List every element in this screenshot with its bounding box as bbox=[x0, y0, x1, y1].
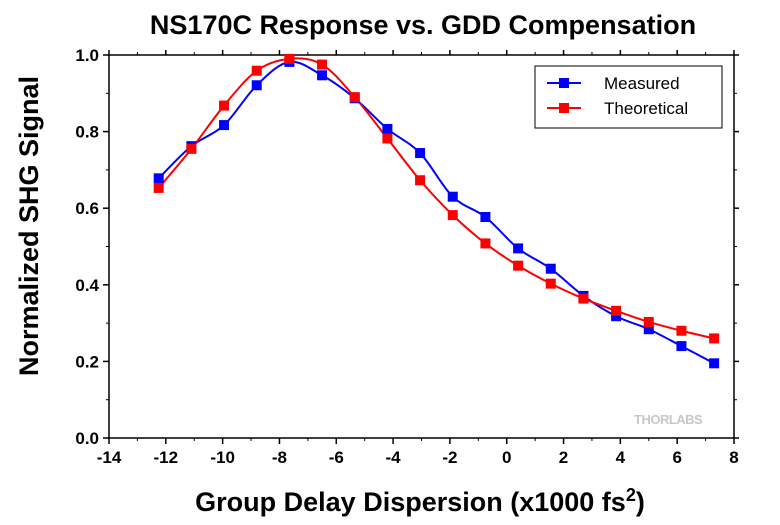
data-point-theoretical bbox=[219, 100, 230, 111]
x-tick-label: -6 bbox=[329, 448, 344, 467]
data-point-theoretical bbox=[447, 210, 458, 221]
series-layer bbox=[153, 53, 720, 369]
x-axis: -14 -12 -10 -8 -6 -4 -2 0 2 4 6 8 bbox=[97, 50, 739, 467]
data-point-measured bbox=[676, 341, 687, 352]
x-tick-label: -10 bbox=[210, 448, 235, 467]
data-point-theoretical bbox=[186, 143, 197, 154]
data-point-theoretical bbox=[709, 333, 720, 344]
data-point-measured bbox=[153, 173, 164, 184]
legend: Measured Theoretical bbox=[534, 65, 723, 129]
data-point-theoretical bbox=[545, 278, 556, 289]
x-tick-label: 0 bbox=[502, 448, 511, 467]
data-point-theoretical bbox=[480, 238, 491, 249]
data-point-measured bbox=[382, 123, 393, 134]
data-point-measured bbox=[415, 148, 426, 159]
chart-title: NS170C Response vs. GDD Compensation bbox=[150, 10, 696, 40]
thorlabs-logo: THORLABS bbox=[634, 412, 703, 427]
data-point-measured bbox=[513, 243, 524, 254]
x-axis-label: Group Delay Dispersion (x1000 fs2) bbox=[195, 485, 645, 517]
x-tick-label: -4 bbox=[386, 448, 402, 467]
data-point-theoretical bbox=[317, 59, 328, 70]
data-point-measured bbox=[219, 120, 230, 131]
data-point-measured bbox=[545, 263, 556, 274]
x-tick-label: -2 bbox=[442, 448, 457, 467]
y-axis-label: Normalized SHG Signal bbox=[14, 76, 44, 376]
data-point-theoretical bbox=[578, 293, 589, 304]
data-point-theoretical bbox=[382, 133, 393, 144]
data-point-theoretical bbox=[513, 260, 524, 271]
legend-marker-measured bbox=[559, 78, 569, 88]
legend-label-theoretical: Theoretical bbox=[604, 99, 688, 118]
data-point-measured bbox=[317, 70, 328, 81]
y-tick-label: 0.8 bbox=[75, 123, 99, 142]
x-tick-label: 4 bbox=[616, 448, 626, 467]
data-point-measured bbox=[709, 358, 720, 369]
data-point-measured bbox=[611, 311, 622, 322]
data-point-measured bbox=[643, 324, 654, 335]
legend-box bbox=[534, 65, 723, 129]
y-tick-label: 1.0 bbox=[75, 46, 99, 65]
data-point-theoretical bbox=[415, 175, 426, 186]
data-point-theoretical bbox=[284, 53, 295, 64]
x-tick-label: 8 bbox=[729, 448, 738, 467]
y-tick-label: 0.0 bbox=[75, 429, 99, 448]
x-tick-label: -12 bbox=[154, 448, 179, 467]
data-point-measured bbox=[480, 212, 491, 223]
data-point-theoretical bbox=[251, 65, 262, 76]
y-axis: 0.0 0.2 0.4 0.6 0.8 1.0 bbox=[75, 46, 739, 448]
legend-marker-theoretical bbox=[559, 103, 569, 113]
data-point-theoretical bbox=[643, 316, 654, 327]
x-tick-label: 6 bbox=[672, 448, 681, 467]
y-tick-label: 0.2 bbox=[75, 352, 99, 371]
data-point-theoretical bbox=[676, 325, 687, 336]
data-point-theoretical bbox=[153, 182, 164, 193]
x-tick-label: -14 bbox=[97, 448, 122, 467]
x-tick-label: -8 bbox=[272, 448, 287, 467]
data-point-theoretical bbox=[349, 92, 360, 103]
y-tick-label: 0.4 bbox=[75, 276, 99, 295]
legend-label-measured: Measured bbox=[604, 74, 680, 93]
data-point-measured bbox=[251, 80, 262, 91]
data-point-measured bbox=[447, 191, 458, 202]
x-tick-label: 2 bbox=[559, 448, 568, 467]
data-point-theoretical bbox=[611, 305, 622, 316]
y-tick-label: 0.6 bbox=[75, 199, 99, 218]
